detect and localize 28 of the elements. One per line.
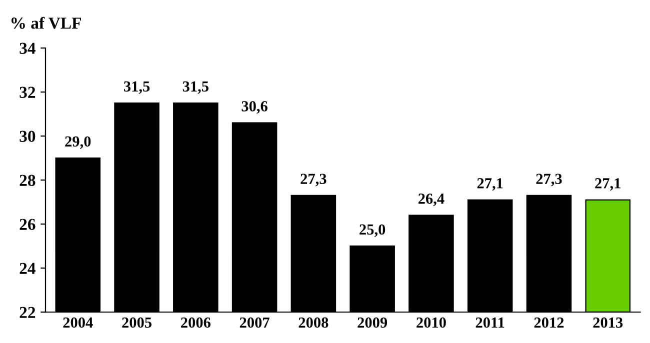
x-tick-label: 2011	[476, 317, 504, 328]
y-axis-title: % af VLF	[12, 16, 81, 29]
x-tick-label: 2012	[534, 317, 564, 328]
y-tick-label: 32	[20, 86, 36, 98]
data-label: 26,4	[418, 194, 444, 206]
data-label: 27,3	[536, 174, 562, 186]
y-tick-label: 22	[20, 306, 36, 318]
data-label: 25,0	[360, 224, 386, 237]
x-tick-label: 2009	[358, 317, 388, 328]
data-label: 27,1	[477, 178, 503, 191]
data-label: 30,6	[242, 101, 268, 114]
y-tick-label: 28	[20, 174, 36, 186]
data-label: 31,5	[182, 81, 208, 94]
y-tick-label: 30	[20, 130, 36, 142]
data-label: 27,1	[595, 178, 620, 191]
data-label: 27,3	[300, 174, 326, 186]
y-tick-label: 26	[20, 218, 36, 230]
x-tick-label: 2004	[63, 317, 93, 328]
x-tick-label: 2006	[181, 317, 210, 328]
y-tick-label: 34	[20, 42, 36, 54]
data-label: 31,5	[124, 81, 150, 94]
x-tick-label: 2013	[593, 317, 623, 328]
y-tick-label: 24	[20, 262, 36, 274]
x-tick-label: 2005	[122, 317, 152, 328]
data-label: 29,0	[65, 136, 91, 149]
x-tick-label: 2010	[416, 317, 446, 328]
x-tick-label: 2008	[298, 317, 328, 328]
x-tick-label: 2007	[240, 317, 270, 328]
